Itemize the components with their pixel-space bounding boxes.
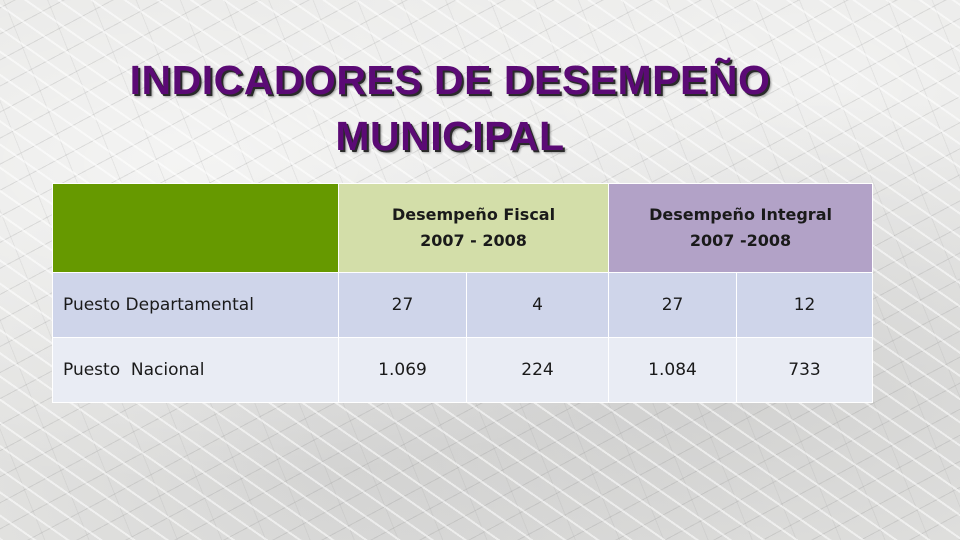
slide-title: INDICADORES DE DESEMPEÑO MUNICIPAL <box>40 52 860 164</box>
header-integral-years: 2007 -2008 <box>689 231 792 250</box>
table-row: Puesto Departamental 27 4 27 12 <box>52 272 874 338</box>
header-fiscal-years: 2007 - 2008 <box>420 231 527 250</box>
row-label: Puesto Nacional <box>52 337 339 403</box>
header-fiscal: Desempeño Fiscal 2007 - 2008 <box>337 183 610 273</box>
table-cell: 27 <box>608 272 738 338</box>
table-row: Puesto Nacional 1.069 224 1.084 733 <box>52 337 874 403</box>
slide-title-line-2: MUNICIPAL <box>335 113 565 159</box>
table-cell: 4 <box>465 272 610 338</box>
table-corner-header <box>52 183 339 273</box>
table-cell: 12 <box>736 272 874 338</box>
table-cell: 733 <box>736 337 874 403</box>
table-header-row: Desempeño Fiscal 2007 - 2008 Desempeño I… <box>52 183 874 273</box>
indicators-table: Desempeño Fiscal 2007 - 2008 Desempeño I… <box>52 183 874 403</box>
header-fiscal-label: Desempeño Fiscal <box>391 205 556 224</box>
table-cell: 224 <box>465 337 610 403</box>
table-cell: 1.069 <box>338 337 467 403</box>
row-label: Puesto Departamental <box>52 272 339 338</box>
header-integral: Desempeño Integral 2007 -2008 <box>608 183 874 273</box>
header-integral-label: Desempeño Integral <box>649 205 832 224</box>
slide-title-line-1: INDICADORES DE DESEMPEÑO <box>129 57 771 103</box>
table-cell: 1.084 <box>608 337 738 403</box>
table-cell: 27 <box>338 272 467 338</box>
